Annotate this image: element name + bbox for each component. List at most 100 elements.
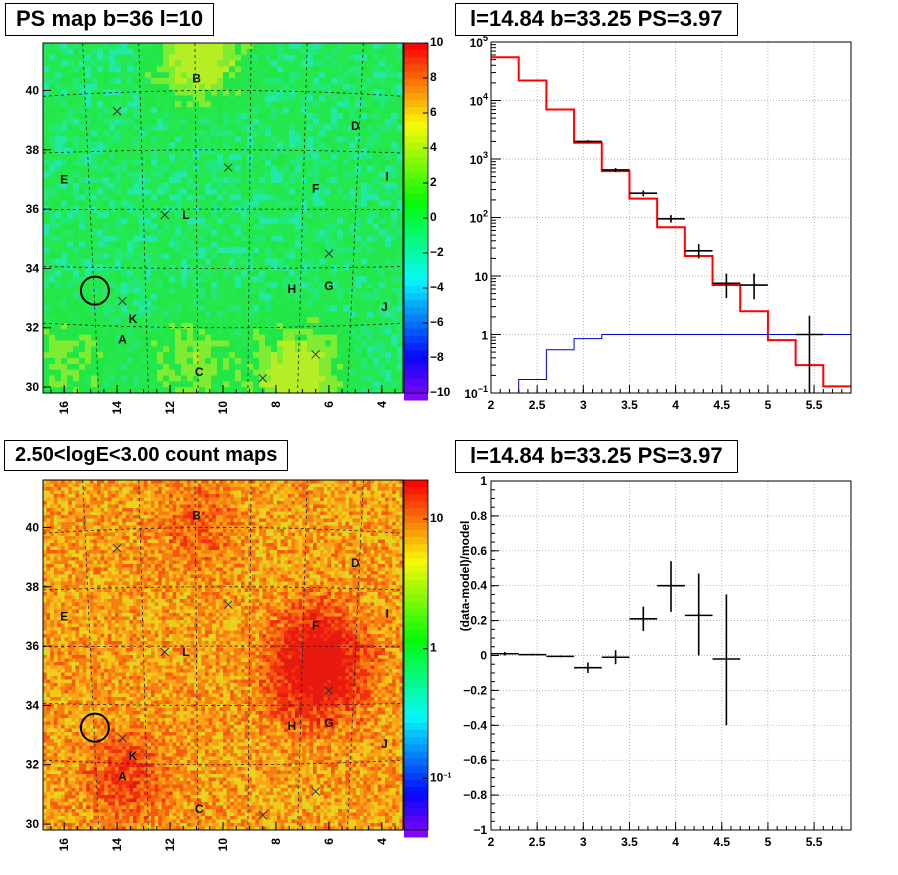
ps_map-xtick-label: 6 [322, 401, 336, 408]
residual-data-point [546, 655, 575, 658]
count_map-source-label: H [287, 719, 296, 733]
count_map-colorbar-label: 10 [430, 511, 444, 525]
ps_map-colorbar-label: −4 [430, 280, 444, 294]
residual-xtick-label: 5 [765, 835, 772, 849]
residual-grid [491, 481, 851, 830]
ps_map-colorbar-label: −6 [430, 315, 444, 329]
spectrum-xtick-label: 2.5 [529, 398, 546, 412]
residual-ytick-label: 1 [480, 474, 487, 488]
count_map-colorbar-frame [403, 479, 429, 831]
ps_map-ytick-label: 32 [26, 321, 40, 335]
ps_map-source-label: L [182, 208, 189, 222]
ps_map-colorbar [404, 43, 428, 401]
ps_map-grid-lon [247, 42, 252, 394]
ps_map-source-label: H [287, 282, 296, 296]
count_map-xtick-label: 4 [375, 838, 389, 845]
residual-ytick-label: −0.8 [463, 788, 487, 802]
ps_map-xtick-label: 14 [110, 401, 124, 415]
ps_map-colorbar-label: 8 [430, 70, 437, 84]
residual-ytick-label: 0.6 [470, 544, 487, 558]
ps_map-ytick-label: 36 [26, 202, 40, 216]
spectrum-data-point [684, 244, 713, 259]
ps_map-grid-lat [42, 90, 404, 97]
spectrum-model-line [491, 56, 851, 388]
spectrum-panel: 2 2.5 3 3.5 4 4.5 5 5.5 105 104 103 102 10 1 10−1 l=14… [449, 0, 898, 437]
count_map-source-label: L [182, 645, 189, 659]
spectrum-title: l=14.84 b=33.25 PS=3.97 [455, 3, 738, 36]
ps_map-source-cross [112, 106, 122, 116]
count_map-source-label: B [192, 509, 201, 523]
count-map-title: 2.50<logE<3.00 count maps [4, 440, 289, 471]
count_map-xtick-label: 10 [216, 838, 230, 852]
ps_map-grid-lat [42, 149, 404, 154]
ps_map-graticule [42, 42, 404, 394]
residual-data-point [491, 652, 519, 656]
count_map-graticule [42, 479, 404, 831]
spectrum-xtick-label: 2 [488, 398, 495, 412]
residual-ytick-label: 0.2 [470, 614, 487, 628]
count_map-source-label: G [324, 716, 333, 730]
count_map-source-cross [112, 543, 122, 553]
ps_map-grid-lat [42, 322, 404, 329]
residual-xtick-label: 2 [488, 835, 495, 849]
residual-ytick-label: 0 [480, 649, 487, 663]
count_map-heatmap [43, 480, 404, 831]
ps_map-grid-lon [82, 42, 100, 394]
spectrum-xtick-label: 4.5 [713, 398, 730, 412]
ps_map-ytick-label: 30 [26, 380, 40, 394]
ps_map-source-label: A [118, 333, 127, 347]
ps_map-source-cross [223, 163, 233, 172]
spectrum-background-line [491, 334, 851, 394]
count_map-xtick-label: 16 [57, 838, 71, 852]
spectrum-ytick-label: 105 [470, 33, 488, 50]
ps_map-ytick-label: 40 [26, 83, 40, 97]
residual-data-point [712, 594, 741, 726]
count_map-source-cross [118, 733, 127, 743]
spectrum-xtick-label: 3.5 [621, 398, 638, 412]
ps_map-source-label: K [129, 312, 138, 326]
residual-data-point [601, 650, 630, 665]
count_map-source-cross [160, 647, 170, 657]
spectrum-data-point [795, 315, 824, 393]
residual-data-point [518, 653, 547, 656]
count_map-source-label: D [351, 556, 360, 570]
residual-data-point [684, 573, 713, 656]
count_map-source-label: E [60, 609, 68, 623]
count_map-source-label: K [129, 749, 138, 763]
ps_map-colorbar-label: 0 [430, 210, 437, 224]
spectrum-data-point [657, 215, 685, 223]
residual-data-point [657, 561, 685, 612]
ps_map-source-cross [258, 373, 268, 383]
ps_map-colorbar-label: −10 [430, 385, 451, 399]
ps_map-grid-lon [297, 42, 308, 394]
ps_map-grid-lon [194, 42, 199, 394]
count_map-colorbar-label: 10−1 [430, 770, 451, 784]
count_map-source-label: F [312, 618, 319, 632]
ps_map-colorbar-label: −8 [430, 350, 444, 364]
count_map-grid-lat [42, 703, 404, 706]
ps_map-selected-circle [79, 275, 110, 306]
count_map-source-cross [258, 810, 268, 820]
residual-data-point [574, 662, 602, 673]
count_map-source-label: J [381, 737, 388, 751]
count_map-ytick-label: 34 [26, 698, 40, 712]
spectrum-data-point [574, 140, 602, 143]
count_map-source-label: A [118, 770, 127, 784]
ps_map-source-label: F [312, 181, 319, 195]
count_map-colorbar-label: 1 [430, 641, 437, 655]
residual-ylabel: (data-model)/model [458, 521, 472, 632]
ps_map-source-cross [311, 350, 321, 359]
spectrum-ytick-label: 1 [481, 329, 488, 343]
count_map-grid-lat [42, 586, 404, 591]
spectrum-xtick-label: 5 [765, 398, 772, 412]
count_map-grid-lon [297, 479, 308, 831]
ps_map-colorbar-label: 2 [430, 175, 437, 189]
spectrum-ytick-label: 10−1 [464, 384, 488, 401]
spectrum-xtick-label: 4 [672, 398, 679, 412]
residual-ytick-label: −0.2 [463, 683, 487, 697]
spectrum-data-point [601, 168, 630, 172]
residual-title: l=14.84 b=33.25 PS=3.97 [455, 440, 738, 473]
count_map-source-cross [311, 787, 321, 796]
residual-svg: 2 2.5 3 3.5 4 4.5 5 5.5 1 0.8 0.6 0.4 0.2 0 −0.2 −0.4 −0… [458, 474, 852, 849]
